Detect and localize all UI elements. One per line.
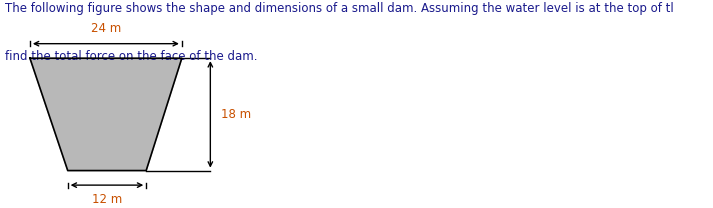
Text: 24 m: 24 m <box>91 22 121 35</box>
Text: find the total force on the face of the dam.: find the total force on the face of the … <box>5 50 257 63</box>
Text: 18 m: 18 m <box>221 108 251 121</box>
Polygon shape <box>30 58 182 171</box>
Text: The following figure shows the shape and dimensions of a small dam. Assuming the: The following figure shows the shape and… <box>5 2 674 15</box>
Text: 12 m: 12 m <box>92 193 122 206</box>
